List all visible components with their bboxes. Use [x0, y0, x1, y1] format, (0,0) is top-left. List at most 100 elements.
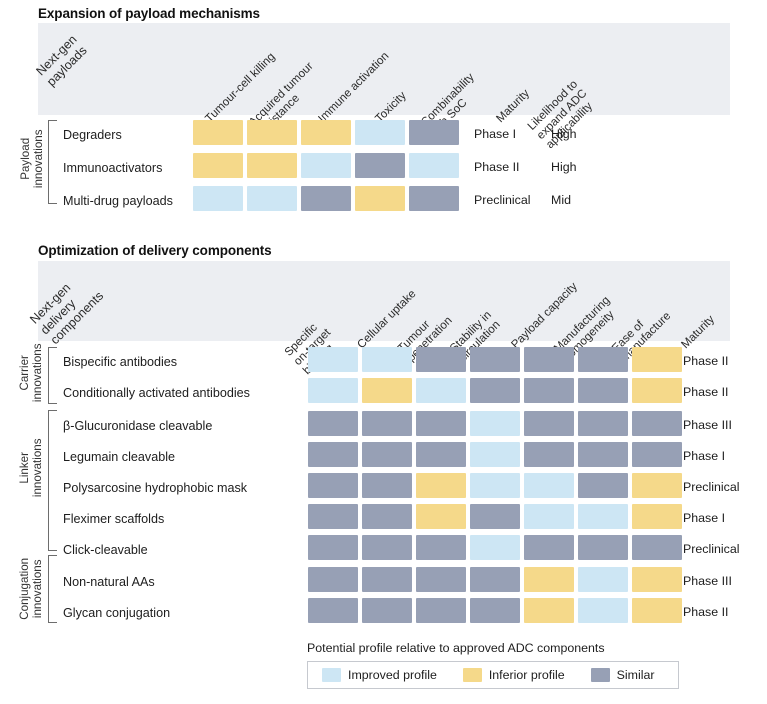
panel-2-cell-1-0 [308, 378, 358, 403]
panel-1-cell-0-4 [409, 120, 459, 145]
panel-2-cell-5-4 [524, 504, 574, 529]
panel-2-row-label-3: Legumain cleavable [63, 450, 176, 464]
panel-2-cell-7-0 [308, 567, 358, 592]
panel-2-cell-8-2 [416, 598, 466, 623]
panel-2-cell-1-6 [632, 378, 682, 403]
panel-2-cell-4-3 [470, 473, 520, 498]
panel-2-row-label-5: Fleximer scaffolds [63, 512, 165, 526]
panel-2-cell-5-3 [470, 504, 520, 529]
panel-2-cell-8-1 [362, 598, 412, 623]
panel-2-tail-4: Preclinical [683, 480, 740, 494]
panel-2-cell-2-5 [578, 411, 628, 436]
panel-2-cell-6-2 [416, 535, 466, 560]
panel-2-row-label-8: Glycan conjugation [63, 606, 171, 620]
panel-1-row-label-1: Immunoactivators [63, 161, 163, 175]
panel-2-cell-6-4 [524, 535, 574, 560]
panel-2-cell-2-6 [632, 411, 682, 436]
panel-2-cell-4-2 [416, 473, 466, 498]
panel-2-cell-4-5 [578, 473, 628, 498]
panel-2-cell-2-2 [416, 411, 466, 436]
panel-2-tail-5: Phase I [683, 511, 726, 525]
panel-2-cell-1-3 [470, 378, 520, 403]
panel-2-cell-8-0 [308, 598, 358, 623]
panel-2-cell-1-5 [578, 378, 628, 403]
panel-2-cell-4-1 [362, 473, 412, 498]
panel-1-tail-1-0: Phase II [474, 160, 520, 174]
panel-2-cell-3-1 [362, 442, 412, 467]
panel-2-cell-5-0 [308, 504, 358, 529]
panel-2-cell-3-0 [308, 442, 358, 467]
panel-1-row-label-0: Degraders [63, 128, 122, 142]
panel-2-row-label-4: Polysarcosine hydrophobic mask [63, 481, 248, 495]
panel-1-cell-2-4 [409, 186, 459, 211]
panel-2-cell-3-3 [470, 442, 520, 467]
panel-1-tail-0-0: Phase I [474, 127, 517, 141]
panel-2-cell-4-0 [308, 473, 358, 498]
panel-2-cell-7-4 [524, 567, 574, 592]
panel-1-tail-2-0: Preclinical [474, 193, 531, 207]
panel-1-cell-1-0 [193, 153, 243, 178]
panel-2-cell-0-3 [470, 347, 520, 372]
panel-1-cell-2-1 [247, 186, 297, 211]
panel-2-tail-0: Phase II [683, 354, 729, 368]
panel-1-cell-2-0 [193, 186, 243, 211]
legend-caption: Potential profile relative to approved A… [307, 641, 605, 655]
panel-2-group-label-carrier: Carrier innovations [18, 343, 44, 403]
panel-2-tail-2: Phase III [683, 418, 732, 432]
panel-2-cell-3-4 [524, 442, 574, 467]
panel-2-cell-3-2 [416, 442, 466, 467]
panel-2-cell-6-6 [632, 535, 682, 560]
panel-2-cell-5-5 [578, 504, 628, 529]
panel-2-tail-6: Preclinical [683, 542, 740, 556]
panel-2-cell-5-1 [362, 504, 412, 529]
panel-1-cell-0-1 [247, 120, 297, 145]
panel-2-cell-2-4 [524, 411, 574, 436]
legend-item-inferior: Inferior profile [462, 662, 565, 688]
panel-2-cell-8-5 [578, 598, 628, 623]
panel-2-cell-8-6 [632, 598, 682, 623]
panel-2-cell-4-4 [524, 473, 574, 498]
panel-2-cell-8-4 [524, 598, 574, 623]
panel-2-cell-6-1 [362, 535, 412, 560]
panel-2-cell-5-6 [632, 504, 682, 529]
panel-1-title: Expansion of payload mechanisms [38, 6, 260, 21]
panel-2-cell-1-2 [416, 378, 466, 403]
panel-2-cell-7-1 [362, 567, 412, 592]
panel-2-row-label-1: Conditionally activated antibodies [63, 386, 250, 400]
panel-1-row-label-2: Multi-drug payloads [63, 194, 173, 208]
panel-2-cell-7-5 [578, 567, 628, 592]
panel-1-group-label-payload: Payload innovations [19, 129, 45, 189]
panel-2-row-label-2: β-Glucuronidase cleavable [63, 419, 213, 433]
panel-2-cell-5-2 [416, 504, 466, 529]
panel-2-cell-0-2 [416, 347, 466, 372]
legend-swatch-inferior-icon [462, 668, 482, 682]
panel-2-group-bracket-linker [48, 410, 57, 551]
panel-1-header-band [38, 23, 730, 115]
legend-label-similar: Similar [616, 668, 655, 682]
panel-2-cell-2-0 [308, 411, 358, 436]
panel-1-tail-1-1: High [551, 160, 577, 174]
panel-2-row-label-6: Click-cleavable [63, 543, 148, 557]
panel-2-cell-7-6 [632, 567, 682, 592]
panel-2-group-label-conjugation: Conjugation innovations [18, 557, 44, 620]
panel-2-tail-1: Phase II [683, 385, 729, 399]
panel-2-cell-0-6 [632, 347, 682, 372]
legend-label-improved: Improved profile [348, 668, 437, 682]
legend-label-inferior: Inferior profile [488, 668, 565, 682]
panel-2-cell-0-5 [578, 347, 628, 372]
panel-1-cell-1-1 [247, 153, 297, 178]
panel-1-cell-0-2 [301, 120, 351, 145]
panel-2-cell-7-2 [416, 567, 466, 592]
panel-2-title: Optimization of delivery components [38, 243, 272, 258]
legend-swatch-improved-icon [322, 668, 341, 682]
panel-2-cell-6-5 [578, 535, 628, 560]
legend-box: Improved profile Inferior profile Simila… [307, 661, 679, 689]
panel-2-cell-4-6 [632, 473, 682, 498]
panel-2-cell-8-3 [470, 598, 520, 623]
panel-2-row-label-0: Bispecific antibodies [63, 355, 178, 369]
panel-2-cell-0-0 [308, 347, 358, 372]
panel-2-cell-1-1 [362, 378, 412, 403]
panel-2-cell-2-3 [470, 411, 520, 436]
panel-1-tail-0-1: High [551, 127, 577, 141]
panel-1-cell-2-2 [301, 186, 351, 211]
